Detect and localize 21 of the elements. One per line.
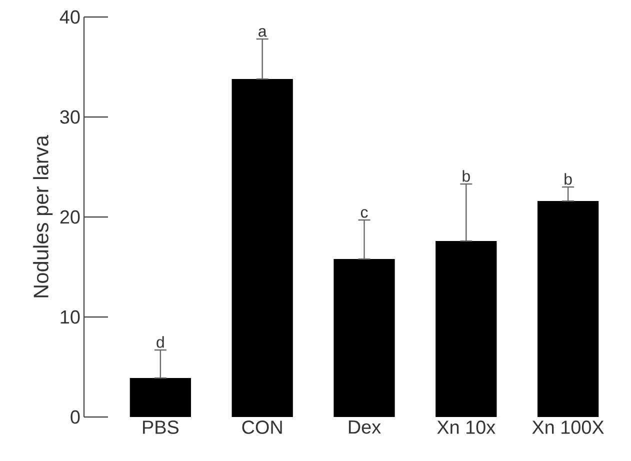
x-tick-label: CON bbox=[242, 420, 282, 434]
annotation: b bbox=[462, 170, 470, 182]
y-tick-label: 20 bbox=[60, 210, 80, 224]
bar bbox=[130, 378, 191, 417]
annotation: a bbox=[258, 28, 267, 37]
x-tick-label: PBS bbox=[143, 420, 178, 434]
bar bbox=[334, 259, 395, 417]
bar bbox=[537, 201, 599, 417]
annotation: b bbox=[564, 173, 572, 185]
annotation: d bbox=[156, 336, 164, 348]
y-tick-label: 40 bbox=[60, 10, 80, 24]
y-axis-title: Nodules per larva bbox=[33, 135, 53, 298]
x-tick-label: Xn 10x bbox=[437, 420, 496, 434]
bar bbox=[232, 79, 293, 417]
y-tick-label: 10 bbox=[60, 310, 80, 324]
y-tick-label: 30 bbox=[60, 110, 80, 124]
x-tick-label: Xn 100X bbox=[532, 420, 604, 434]
x-tick-label: Dex bbox=[348, 420, 381, 434]
y-tick-label: 0 bbox=[70, 410, 80, 424]
annotation: c bbox=[360, 209, 368, 218]
bar bbox=[436, 241, 497, 417]
